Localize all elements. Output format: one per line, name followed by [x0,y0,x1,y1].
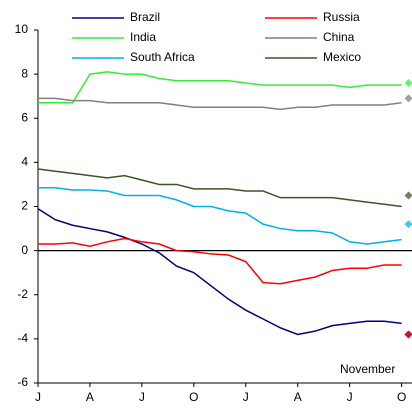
y-tick-label: -2 [17,287,28,301]
series-line [37,168,402,208]
end-marker [404,330,412,339]
x-tick-label: O [189,390,198,404]
x-tick-label: J [243,390,249,404]
series-line [38,71,402,104]
end-marker [404,191,412,200]
x-tick-label: O [397,390,406,404]
end-marker [404,220,412,229]
end-marker [404,78,412,87]
legend-label: Brazil [130,10,160,24]
y-tick-label: -4 [17,331,28,345]
y-tick-label: -6 [17,375,28,389]
y-tick-label: 10 [15,22,29,36]
x-tick-label: A [294,390,302,404]
y-tick-label: 6 [21,110,28,124]
x-tick-label: J [35,390,41,404]
series-line [38,97,402,111]
y-tick-label: 2 [21,199,28,213]
y-tick-label: 8 [21,66,28,80]
series-line [38,237,402,285]
legend-label: India [130,30,156,44]
legend-label: China [323,30,355,44]
y-tick-label: 0 [21,243,28,257]
x-tick-label: J [347,390,353,404]
series-line [37,208,402,336]
legend-label: Russia [323,10,360,24]
annotation: November [340,362,395,376]
x-tick-label: J [139,390,145,404]
legend-label: Mexico [323,50,361,64]
end-marker [404,94,412,103]
legend-label: South Africa [130,50,195,64]
y-tick-label: 4 [21,155,28,169]
series-line [38,186,402,245]
x-tick-label: A [86,390,94,404]
